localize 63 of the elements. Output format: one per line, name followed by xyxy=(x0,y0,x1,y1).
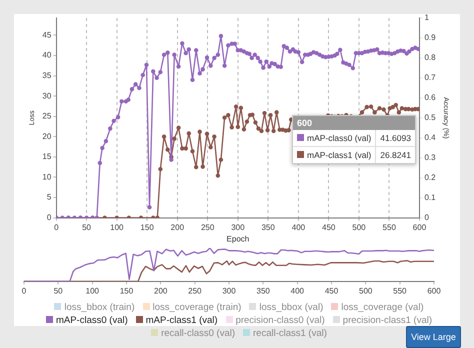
legend-label: recall-class1 (val) xyxy=(252,327,327,340)
x-tick-label: 0 xyxy=(22,286,27,296)
x-tick-label: 400 xyxy=(290,286,305,296)
x-tick-label: 450 xyxy=(324,286,339,296)
y-tick-label: 40 xyxy=(42,50,52,60)
x-tick-label: 400 xyxy=(292,222,306,232)
legend-label: loss_bbox (train) xyxy=(63,301,135,314)
x-tick-label: 100 xyxy=(110,222,124,232)
x-tick-label: 350 xyxy=(261,222,276,232)
x-tick-label: 350 xyxy=(256,286,270,296)
x-tick-label: 500 xyxy=(352,222,366,232)
y-tick-label: 25 xyxy=(42,112,52,121)
legend-label: recall-class0 (val) xyxy=(160,327,235,340)
text: mAP-class1 (val) xyxy=(146,315,218,326)
x-tick-label: 450 xyxy=(322,222,336,232)
x-tick-label: 200 xyxy=(170,222,185,232)
x-tick-label: 550 xyxy=(393,286,408,296)
y2-tick-label: 0.7 xyxy=(424,73,436,82)
x-tick-label: 300 xyxy=(231,222,246,232)
y-tick-label: 15 xyxy=(42,152,52,162)
y-tick-label: 5 xyxy=(46,192,52,202)
x-tick-label: 150 xyxy=(140,222,154,232)
x-tick-label: 600 xyxy=(412,222,427,232)
y2-tick-label: 0.5 xyxy=(424,113,436,122)
y-tick-label: 0 xyxy=(46,213,52,222)
x-tick-label: 300 xyxy=(222,286,236,296)
x-tick-label: 200 xyxy=(154,286,168,296)
y-tick-label: 30 xyxy=(42,91,52,100)
y2-tick-label: 0.6 xyxy=(424,93,436,102)
x-tick-label: 100 xyxy=(86,286,100,296)
y-tick-label: 35 xyxy=(42,71,52,80)
annotation: 41.6093 xyxy=(379,132,412,145)
text: View Large xyxy=(406,326,461,348)
text: mAP-class0 (val) xyxy=(56,315,128,326)
y-tick-label: 20 xyxy=(42,132,52,141)
legend-label: loss_bbox (val) xyxy=(258,301,324,314)
legend-label: loss_coverage (val) xyxy=(340,301,424,314)
y2-tick-label: 0 xyxy=(424,213,430,222)
y2-tick-label: 0.9 xyxy=(424,33,436,42)
x-tick-label: 0 xyxy=(54,222,60,232)
y-tick-label: 10 xyxy=(42,172,52,182)
y2-tick-label: 0.2 xyxy=(424,173,436,182)
y2-tick-label: 1 xyxy=(424,13,430,22)
x-tick-label: 250 xyxy=(188,286,202,296)
x-tick-label: 250 xyxy=(200,222,215,232)
x-tick-label: 600 xyxy=(427,286,442,296)
legend-label: mAP-class0 (val) xyxy=(293,130,376,146)
legend-label: loss_coverage (train) xyxy=(152,301,242,314)
legend-label: precision-class1 (val) xyxy=(342,314,432,327)
annotation: 26.8241 xyxy=(376,146,415,163)
x-tick-label: 50 xyxy=(82,222,92,232)
y2-tick-label: 0.8 xyxy=(424,53,436,62)
y2-tick-label: 0.3 xyxy=(424,153,436,162)
legend-label: precision-class0 (val) xyxy=(234,314,325,327)
x-axis-title: Epoch xyxy=(226,234,250,244)
x-tick-label: 550 xyxy=(382,222,396,232)
y-tick-label: 45 xyxy=(42,30,52,40)
y2-tick-label: 0.4 xyxy=(424,133,436,142)
x-tick-label: 50 xyxy=(54,286,64,296)
legend-label: mAP-class1 (val) xyxy=(293,146,376,163)
x-tick-label: 150 xyxy=(120,286,134,296)
x-tick-label: 500 xyxy=(358,286,373,296)
y2-tick-label: 0.1 xyxy=(424,193,436,202)
